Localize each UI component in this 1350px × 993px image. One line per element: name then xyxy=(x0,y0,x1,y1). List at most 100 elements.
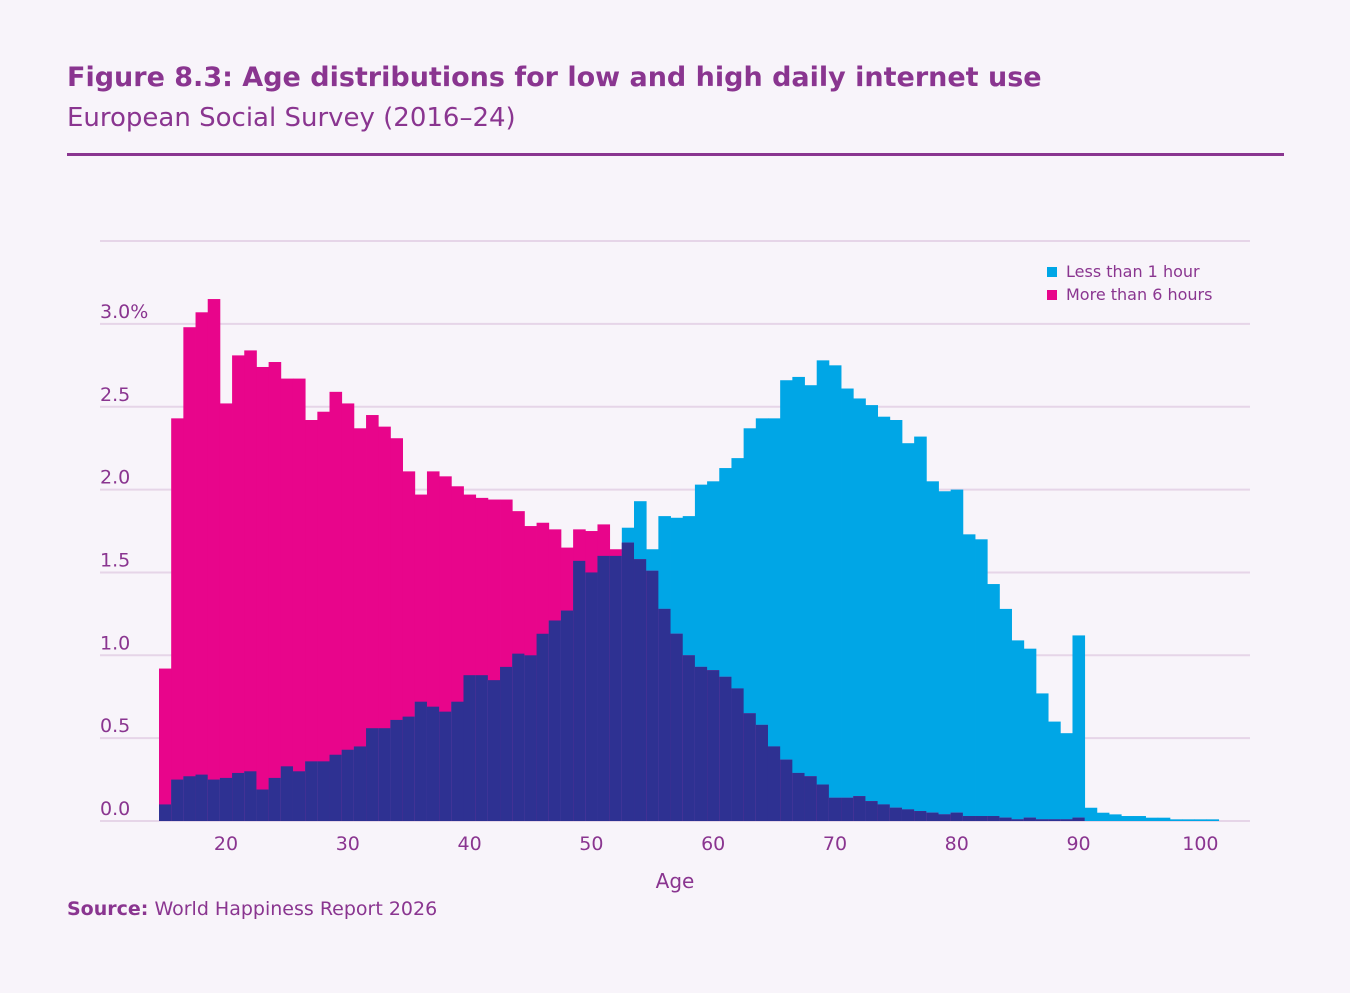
bar-overlap xyxy=(487,680,501,821)
bar-overlap xyxy=(682,655,696,821)
bar-overlap xyxy=(621,542,635,821)
y-tick-label: 2.0 xyxy=(100,467,130,489)
legend: Less than 1 hour More than 6 hours xyxy=(1047,262,1212,304)
bar-overlap xyxy=(804,776,818,821)
bar-overlap xyxy=(694,666,708,821)
chart-title: Figure 8.3: Age distributions for low an… xyxy=(67,62,1042,93)
bar-overlap xyxy=(975,816,988,821)
bar-overlap xyxy=(707,670,720,821)
bar-overlap xyxy=(634,559,647,821)
bar-overlap xyxy=(573,560,586,821)
bar-less-than-1-hour xyxy=(1206,819,1220,821)
bar-less-than-1-hour xyxy=(975,539,988,821)
bar-less-than-1-hour xyxy=(926,481,939,821)
bar-overlap xyxy=(329,754,343,821)
x-tick-label: 70 xyxy=(823,833,847,855)
bar-overlap xyxy=(658,608,671,821)
bar-less-than-1-hour xyxy=(767,418,781,821)
bar-less-than-1-hour xyxy=(1084,807,1098,821)
bar-less-than-1-hour xyxy=(1169,819,1183,821)
bar-overlap xyxy=(792,772,805,821)
bar-overlap xyxy=(670,633,684,821)
y-tick-label: 3.0% xyxy=(100,301,148,323)
legend-swatch xyxy=(1047,267,1057,277)
bar-more-than-6-hours xyxy=(341,403,355,821)
bar-overlap xyxy=(1035,819,1049,821)
bar-overlap xyxy=(341,749,355,821)
y-tick-label: 0.0 xyxy=(100,798,130,820)
bar-overlap xyxy=(414,701,428,821)
bar-overlap xyxy=(463,675,477,821)
source-text: World Happiness Report 2026 xyxy=(154,898,438,920)
bar-overlap xyxy=(828,797,842,821)
bar-overlap xyxy=(877,804,891,821)
bar-more-than-6-hours xyxy=(329,391,343,821)
bar-overlap xyxy=(439,711,452,821)
legend-label: Less than 1 hour xyxy=(1066,262,1200,281)
bar-overlap xyxy=(926,812,939,821)
bar-more-than-6-hours xyxy=(244,350,257,821)
bar-overlap xyxy=(609,555,623,821)
bar-overlap xyxy=(853,796,866,821)
bar-overlap xyxy=(1072,817,1086,821)
bar-overlap xyxy=(780,759,793,821)
bar-more-than-6-hours xyxy=(268,362,282,821)
bar-overlap xyxy=(390,719,403,821)
bar-more-than-6-hours xyxy=(305,420,318,821)
bar-overlap xyxy=(268,777,282,821)
bar-less-than-1-hour xyxy=(1035,693,1049,821)
bar-overlap xyxy=(536,633,550,821)
bar-overlap xyxy=(219,777,233,821)
y-tick-label: 1.5 xyxy=(100,549,130,571)
bar-less-than-1-hour xyxy=(1023,648,1037,821)
bar-less-than-1-hour xyxy=(804,385,818,821)
bar-less-than-1-hour xyxy=(877,416,891,821)
bar-overlap xyxy=(755,724,769,821)
bar-overlap xyxy=(548,620,562,821)
bar-less-than-1-hour xyxy=(1145,817,1159,821)
axes: 0.0 0.5 1.0 1.5 2.0 2.5 3.0% 20 30 40 50 60 70 80 90 10… xyxy=(100,301,1219,855)
bar-less-than-1-hour xyxy=(1109,814,1122,821)
bar-overlap xyxy=(1048,819,1061,821)
y-tick-label: 0.5 xyxy=(100,715,130,737)
legend-label: More than 6 hours xyxy=(1066,285,1212,304)
bar-overlap xyxy=(353,746,367,821)
bar-more-than-6-hours xyxy=(232,355,245,821)
bar-overlap xyxy=(524,655,537,821)
bar-overlap xyxy=(560,610,574,821)
source-label: Source: xyxy=(67,898,149,920)
bar-more-than-6-hours xyxy=(183,327,196,821)
chart-subtitle: European Social Survey (2016–24) xyxy=(67,103,516,133)
bar-less-than-1-hour xyxy=(780,380,793,821)
y-tick-label: 2.5 xyxy=(100,384,130,406)
bar-less-than-1-hour xyxy=(962,534,976,821)
bar-more-than-6-hours xyxy=(159,668,172,821)
bar-more-than-6-hours xyxy=(195,312,209,821)
bar-less-than-1-hour xyxy=(865,405,879,821)
bar-overlap xyxy=(292,771,306,821)
y-tick-label: 1.0 xyxy=(100,632,130,654)
bar-less-than-1-hour xyxy=(1096,812,1110,821)
bar-overlap xyxy=(207,779,221,821)
bar-overlap xyxy=(171,779,184,821)
source-note: Source: World Happiness Report 2026 xyxy=(67,898,437,920)
x-tick-label: 60 xyxy=(701,833,725,855)
bar-less-than-1-hour xyxy=(841,388,854,821)
bar-more-than-6-hours xyxy=(280,378,294,821)
x-tick-label: 40 xyxy=(457,833,481,855)
x-tick-label: 80 xyxy=(945,833,969,855)
bar-overlap xyxy=(305,761,318,821)
bar-overlap xyxy=(280,766,294,821)
bar-less-than-1-hour xyxy=(987,584,1000,821)
bar-less-than-1-hour xyxy=(1194,819,1207,821)
legend-swatch xyxy=(1047,290,1057,300)
bar-overlap xyxy=(646,570,659,821)
bar-less-than-1-hour xyxy=(1048,721,1061,821)
bar-overlap xyxy=(244,771,257,821)
x-tick-label: 100 xyxy=(1182,833,1218,855)
bars xyxy=(159,299,1220,821)
bar-overlap xyxy=(317,761,330,821)
bar-overlap xyxy=(366,728,379,821)
bar-overlap xyxy=(767,746,781,821)
x-tick-label: 90 xyxy=(1066,833,1090,855)
